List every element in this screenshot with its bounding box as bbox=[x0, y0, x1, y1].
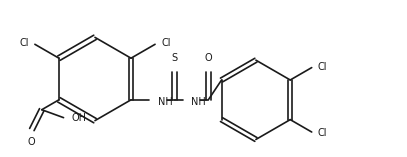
Text: NH: NH bbox=[158, 97, 173, 107]
Text: Cl: Cl bbox=[317, 128, 327, 138]
Text: S: S bbox=[172, 53, 178, 63]
Text: Cl: Cl bbox=[20, 38, 29, 48]
Text: Cl: Cl bbox=[317, 62, 327, 72]
Text: Cl: Cl bbox=[161, 38, 171, 48]
Text: OH: OH bbox=[72, 113, 86, 123]
Text: O: O bbox=[27, 138, 35, 147]
Text: O: O bbox=[204, 53, 212, 63]
Text: NH: NH bbox=[191, 97, 206, 107]
